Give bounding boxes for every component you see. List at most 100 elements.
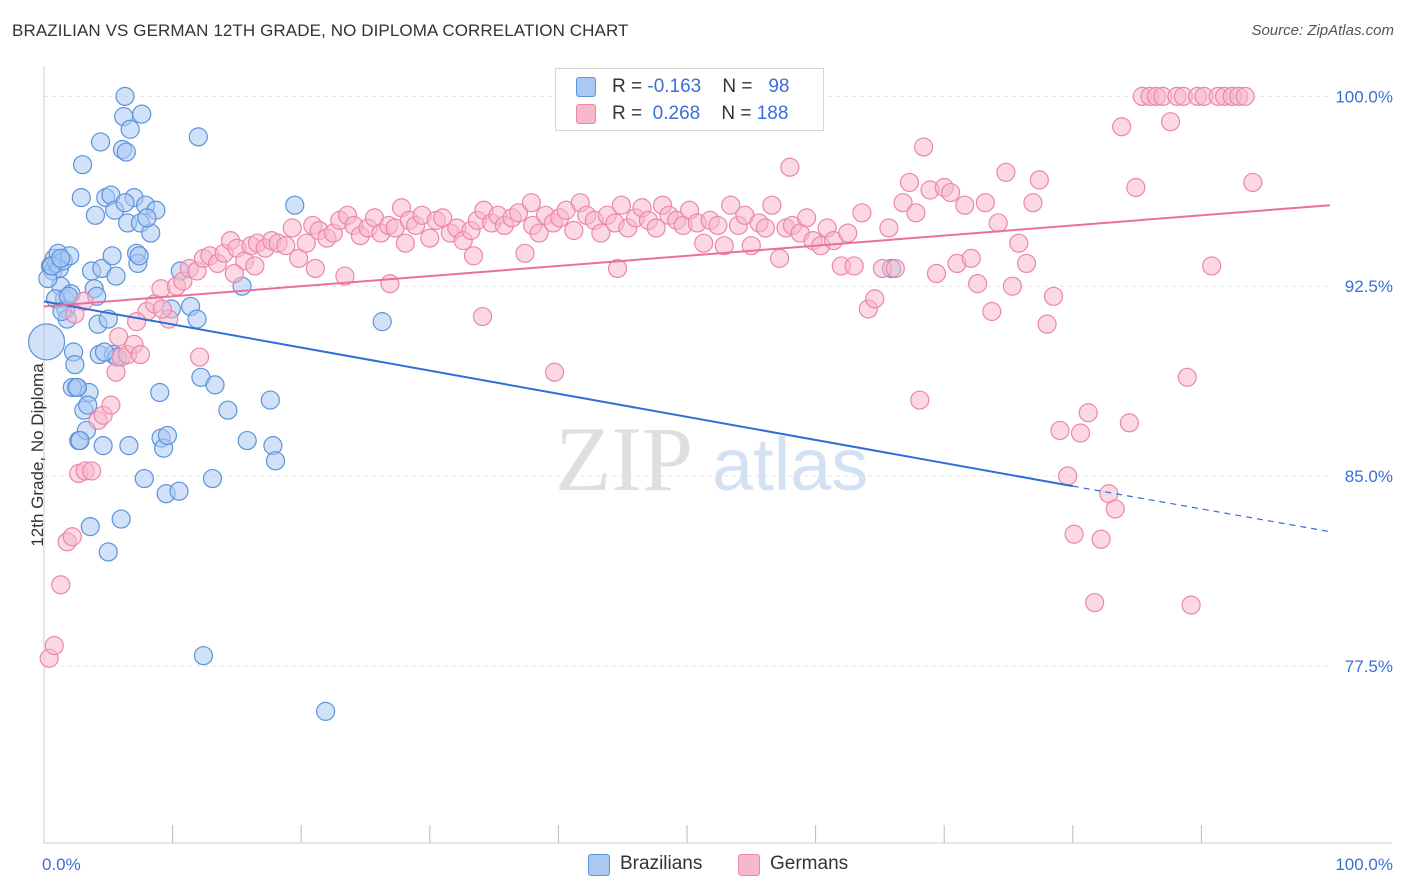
germans-point [926, 263, 947, 284]
germans-point [982, 301, 1002, 322]
brazilians-point [237, 430, 257, 451]
germans-point [472, 306, 493, 327]
y-tick-label: 100.0% [1335, 87, 1393, 106]
germans-point [126, 312, 147, 332]
brazilians-point [285, 195, 305, 215]
brazilians-point [120, 119, 140, 139]
germans-point [755, 218, 776, 238]
n-value-germans: 188 [756, 103, 789, 124]
y-tick-label: 77.5% [1345, 657, 1393, 676]
germans-point [101, 395, 121, 415]
brazilians-point [106, 266, 126, 286]
germans-point [224, 263, 244, 284]
germans-point [44, 635, 64, 656]
germans-point [564, 220, 584, 241]
germans-point [1243, 172, 1263, 193]
germans-point [893, 193, 913, 213]
brazilians-point [260, 390, 280, 410]
brazilians-point [80, 517, 100, 537]
brazilians-point [115, 86, 135, 106]
watermark-atlas: atlas [712, 423, 868, 506]
brazilians-point [150, 382, 170, 403]
germans-point [335, 266, 355, 286]
germans-point [51, 575, 71, 595]
brazilians-point [169, 481, 189, 501]
germans-point [515, 243, 535, 263]
germans-point [544, 362, 565, 382]
tick-labels: 77.5% 85.0% 92.5% 100.0% 0.0% 100.0% [42, 87, 1393, 874]
legend-swatch-germans [738, 854, 760, 876]
brazilians-point [134, 468, 154, 489]
germans-point [906, 203, 926, 223]
brazilians-point [72, 155, 93, 175]
r-value-brazilians: -0.163 [647, 76, 702, 97]
correlation-legend: R = -0.163 N = 98 R = 0.268 N = 188 [555, 68, 824, 131]
germans-point [611, 195, 632, 215]
brazilians-point [98, 542, 118, 562]
germans-point [879, 218, 899, 238]
brazilians-point [67, 377, 88, 398]
germans-point [152, 299, 172, 319]
brazilians-point [94, 342, 115, 362]
brazilians-point [205, 375, 225, 395]
germans-point [190, 347, 210, 367]
germans-point [1160, 112, 1181, 132]
brazilians-point [70, 430, 90, 451]
germans-point [508, 203, 529, 223]
brazilians-point [111, 509, 131, 529]
legend-swatch-pink [576, 104, 596, 124]
germans-point [1177, 367, 1197, 387]
brazilians-point [116, 142, 136, 162]
germans-point [521, 193, 541, 213]
watermark-zip: ZIP [555, 408, 693, 510]
germans-point [380, 274, 400, 294]
chart-title: BRAZILIAN VS GERMAN 12TH GRADE, NO DIPLO… [12, 21, 629, 40]
germans-point [996, 162, 1016, 182]
germans-point [1085, 592, 1105, 613]
germans-point [1202, 256, 1222, 276]
germans-point [420, 228, 440, 248]
series-germans [39, 86, 1263, 668]
brazilians-point [193, 646, 214, 666]
germans-point [65, 304, 85, 324]
germans-point [1064, 524, 1084, 544]
germans-point [646, 218, 666, 238]
r-label: R = [612, 76, 648, 97]
germans-point [1091, 529, 1111, 549]
germans-point [714, 236, 734, 256]
germans-point [1043, 286, 1064, 306]
germans-point [1002, 276, 1022, 296]
germans-point [865, 289, 885, 309]
germans-point [1070, 423, 1091, 443]
germans-point [885, 258, 905, 279]
x-tick-label: 0.0% [42, 855, 81, 874]
brazilians-point [265, 451, 286, 471]
brazilians-point [93, 436, 113, 456]
germans-point [796, 208, 817, 228]
germans-point [769, 248, 790, 268]
germans-point [1037, 314, 1057, 334]
r-value-germans: 0.268 [652, 103, 701, 124]
brazilians-point [188, 127, 208, 147]
legend-label-brazilians: Brazilians [620, 853, 703, 874]
germans-point [955, 195, 975, 215]
legend-swatch-blue [576, 77, 596, 97]
germans-point [108, 327, 129, 347]
brazilians-point [129, 246, 149, 266]
germans-point [529, 223, 549, 243]
germans-point [988, 213, 1008, 233]
brazilians-point [187, 309, 207, 329]
germans-point [961, 248, 981, 268]
n-value-brazilians: 98 [768, 76, 790, 97]
germans-point [62, 527, 82, 547]
germans-point [780, 157, 800, 177]
germans-point [1126, 177, 1146, 198]
germans-point [852, 203, 872, 223]
brazilians-point [132, 104, 152, 124]
germans-point [245, 256, 265, 276]
brazilians-point [119, 436, 139, 456]
germans-point [591, 223, 611, 243]
germans-point [941, 182, 961, 203]
brazilians-point [102, 246, 122, 266]
brazilians-point [372, 312, 392, 332]
